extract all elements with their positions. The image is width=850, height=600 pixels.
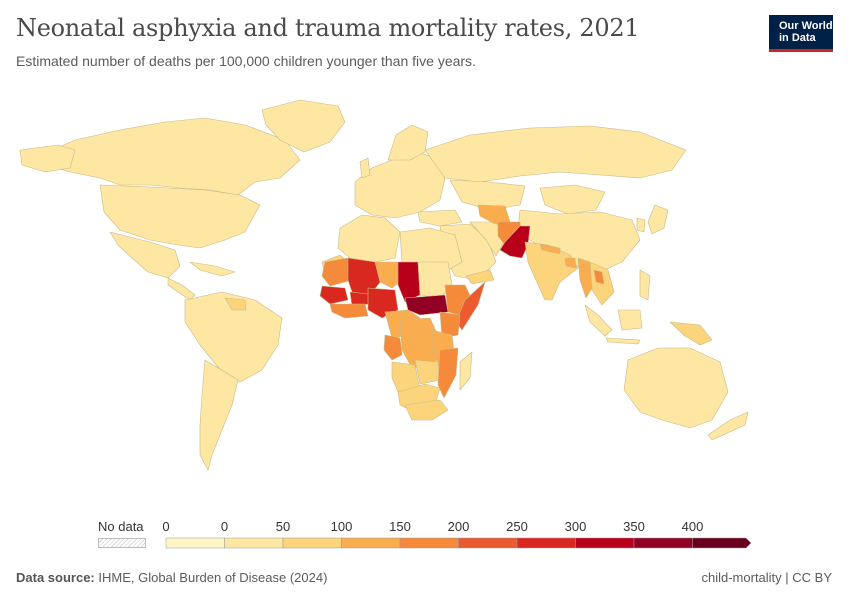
- country-madagascar[interactable]: [459, 351, 473, 391]
- legend-tick-label: 350: [623, 519, 645, 534]
- legend-bin-0[interactable]: [165, 537, 225, 549]
- country-bangladesh[interactable]: [564, 257, 577, 269]
- country-central-asia[interactable]: [477, 204, 511, 225]
- logo-line-1: Our World: [779, 20, 833, 32]
- country-greenland[interactable]: [261, 99, 346, 153]
- country-new-guinea[interactable]: [669, 321, 713, 346]
- legend-bin-4[interactable]: [399, 537, 459, 549]
- country-mozambique[interactable]: [437, 347, 459, 399]
- legend-tick-label: 0: [162, 519, 169, 534]
- legend-tick-label: 100: [331, 519, 353, 534]
- footer-source-label: Data source:: [16, 570, 95, 585]
- country-yemen[interactable]: [465, 269, 495, 285]
- country-new-zealand[interactable]: [707, 411, 749, 441]
- country-alaska[interactable]: [19, 144, 76, 173]
- country-scandinavia[interactable]: [387, 124, 429, 161]
- legend-no-data-label: No data: [98, 519, 144, 534]
- chart-title: Neonatal asphyxia and trauma mortality r…: [16, 14, 640, 42]
- country-korea[interactable]: [636, 217, 646, 233]
- country-usa[interactable]: [99, 184, 261, 249]
- chart-subtitle: Estimated number of deaths per 100,000 c…: [16, 53, 476, 69]
- legend-no-data-swatch: [98, 538, 146, 548]
- legend-tick-label: 200: [448, 519, 470, 534]
- country-pakistan[interactable]: [499, 225, 531, 259]
- country-niger[interactable]: [374, 261, 403, 289]
- country-laos[interactable]: [593, 269, 605, 285]
- legend-tick-label: 400: [682, 519, 704, 534]
- country-south-sudan[interactable]: [404, 294, 449, 316]
- country-mauritania[interactable]: [321, 257, 353, 287]
- footer-license[interactable]: child-mortality | CC BY: [701, 570, 832, 585]
- country-mongolia[interactable]: [539, 184, 606, 215]
- footer-source-text[interactable]: IHME, Global Burden of Disease (2024): [98, 570, 328, 585]
- country-south-america-north[interactable]: [184, 291, 283, 383]
- legend-bin-9[interactable]: [692, 537, 752, 549]
- legend-bin-8[interactable]: [633, 537, 693, 549]
- country-north-africa-west[interactable]: [337, 214, 401, 263]
- country-australia[interactable]: [623, 347, 729, 429]
- country-turkey[interactable]: [417, 209, 463, 227]
- country-europe[interactable]: [354, 149, 446, 219]
- legend-bin-2[interactable]: [282, 537, 342, 549]
- legend-bin-7[interactable]: [575, 537, 635, 549]
- country-sumatra[interactable]: [584, 304, 613, 337]
- country-gabon-congo[interactable]: [383, 334, 403, 361]
- country-guyana-suriname[interactable]: [224, 297, 247, 311]
- country-myanmar[interactable]: [577, 257, 595, 299]
- country-south-africa[interactable]: [404, 399, 449, 421]
- world-map: [19, 99, 749, 471]
- country-borneo[interactable]: [617, 309, 643, 331]
- country-chad[interactable]: [397, 261, 421, 303]
- legend-tick-label: 0: [221, 519, 228, 534]
- country-kenya[interactable]: [439, 311, 461, 339]
- country-central-america[interactable]: [167, 277, 196, 301]
- legend-tick-label: 50: [276, 519, 290, 534]
- country-japan[interactable]: [647, 204, 669, 235]
- country-canada[interactable]: [29, 117, 301, 196]
- country-ivory-coast-ghana[interactable]: [329, 303, 369, 319]
- country-zambia[interactable]: [414, 359, 441, 385]
- country-senegal-guinea[interactable]: [319, 285, 349, 305]
- legend-tick-label: 150: [389, 519, 411, 534]
- map-legend: No data 0 0 50 100 150 200 250 300 350 400: [0, 515, 850, 555]
- country-south-america-south[interactable]: [199, 359, 239, 471]
- logo-line-2: in Data: [779, 32, 816, 44]
- legend-bin-5[interactable]: [458, 537, 518, 549]
- country-uk[interactable]: [359, 157, 371, 179]
- country-java[interactable]: [605, 337, 641, 345]
- country-philippines[interactable]: [639, 269, 651, 301]
- footer-source: Data source: IHME, Global Burden of Dise…: [16, 570, 327, 585]
- legend-bin-3[interactable]: [341, 537, 401, 549]
- owid-logo[interactable]: Our World in Data: [769, 15, 833, 52]
- country-russia[interactable]: [424, 125, 687, 183]
- legend-color-scale: 0 0 50 100 150 200 250 300 350 400: [162, 519, 752, 549]
- country-nepal[interactable]: [539, 243, 561, 255]
- legend-tick-label: 300: [565, 519, 587, 534]
- country-caribbean[interactable]: [189, 261, 236, 277]
- legend-bin-1[interactable]: [224, 537, 284, 549]
- country-kazakhstan[interactable]: [449, 179, 526, 211]
- legend-bin-6[interactable]: [516, 537, 576, 549]
- legend-tick-label: 250: [506, 519, 528, 534]
